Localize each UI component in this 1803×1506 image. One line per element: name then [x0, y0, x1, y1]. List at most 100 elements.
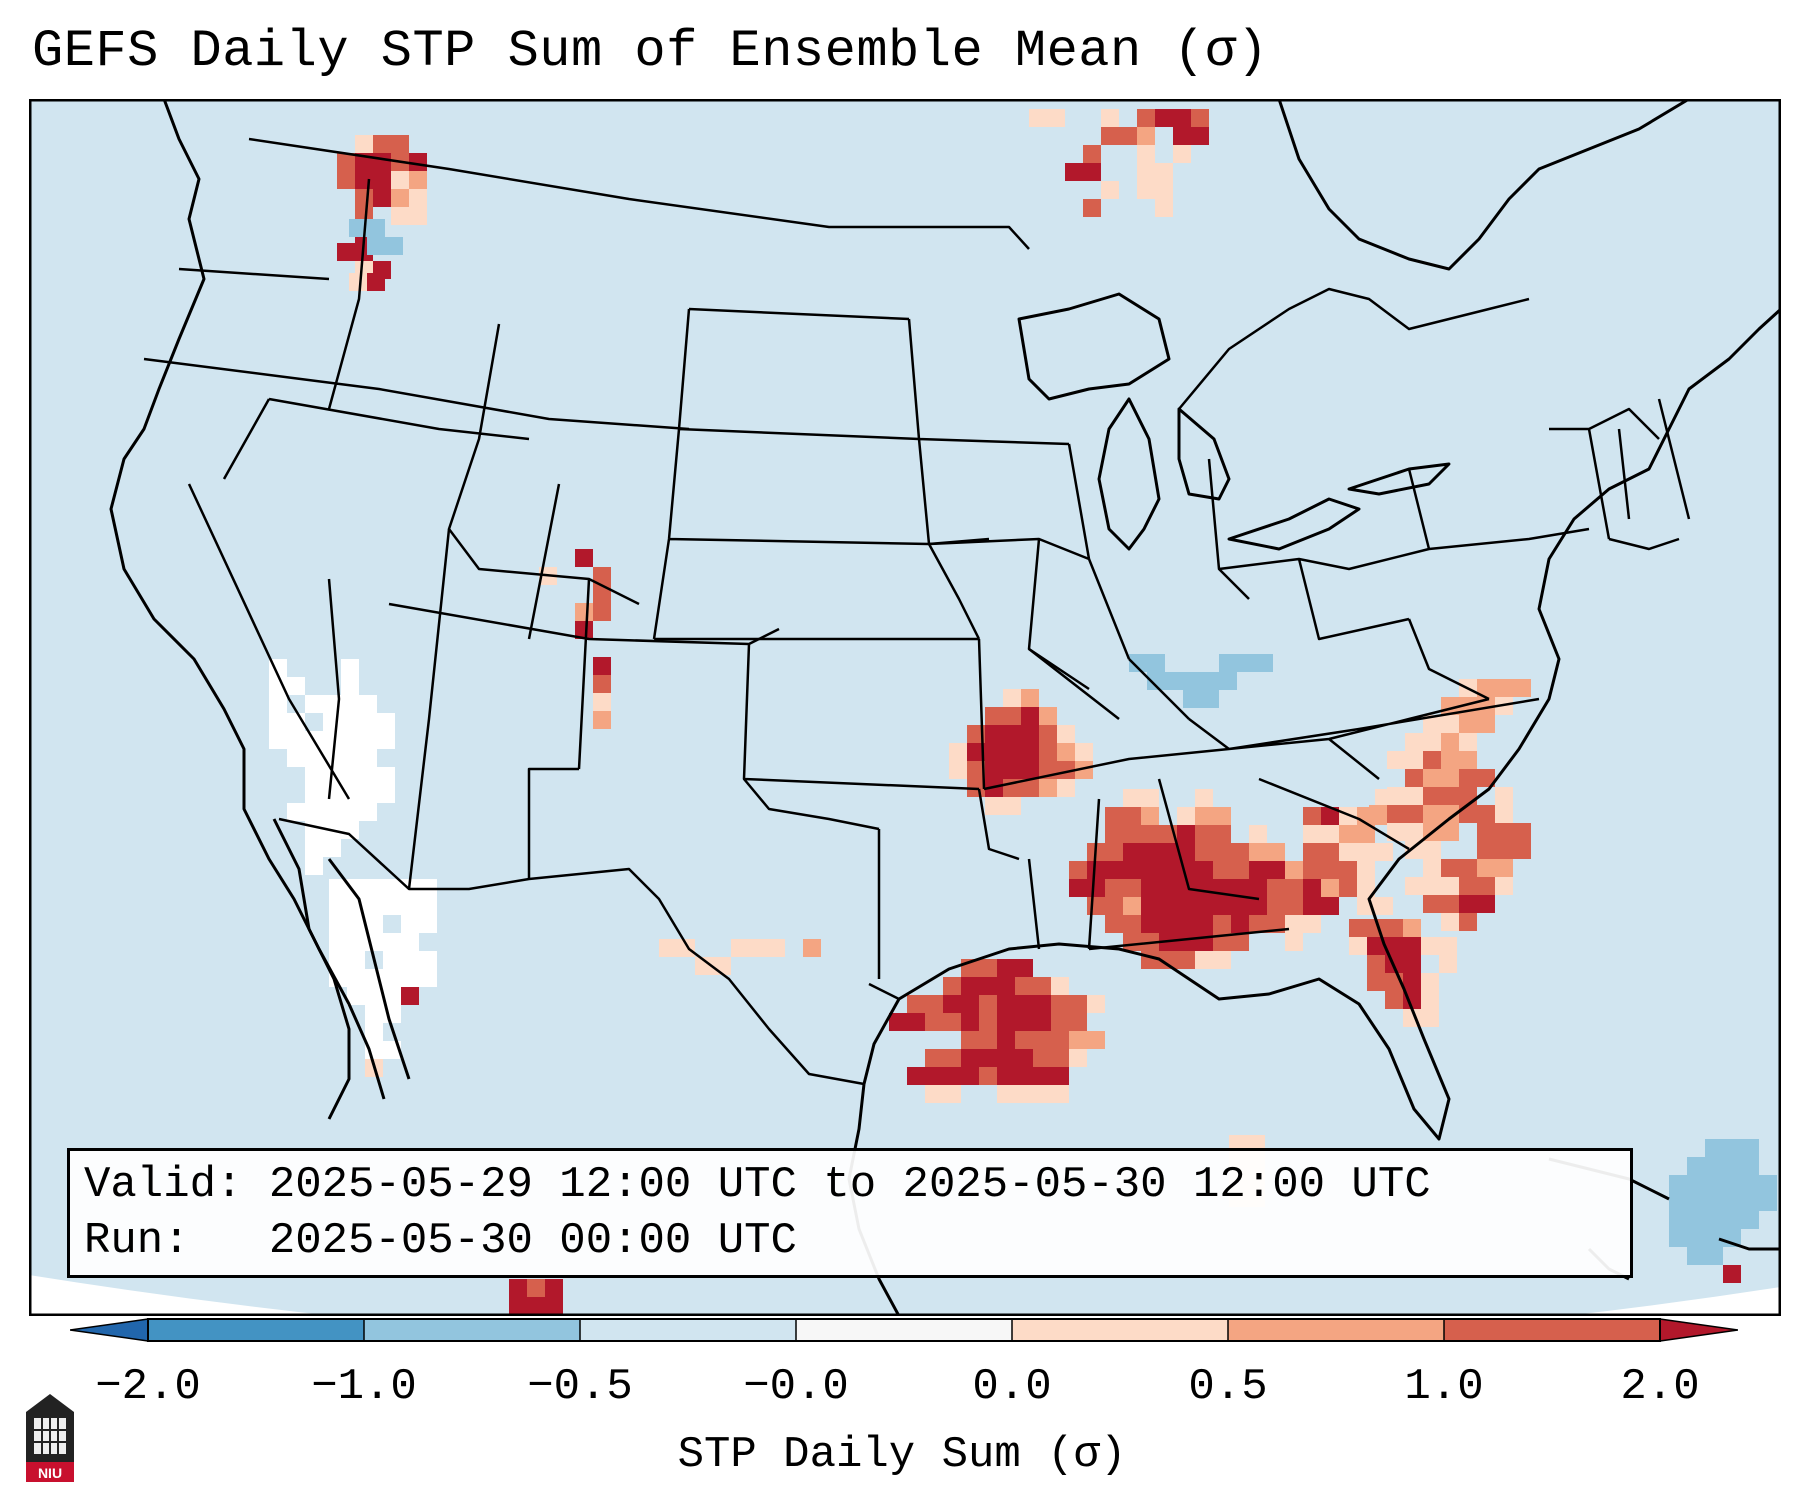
stp-cell: [1405, 733, 1423, 751]
stp-cell: [1195, 897, 1213, 915]
stp-cell: [1441, 769, 1459, 787]
stp-cell: [1249, 879, 1267, 897]
stp-cell: [1159, 951, 1177, 969]
stp-cell: [349, 219, 367, 237]
stp-cell: [1423, 751, 1441, 769]
stp-cell: [1369, 805, 1387, 823]
stp-cell: [943, 1085, 961, 1103]
stp-cell: [1441, 751, 1459, 769]
stp-cell: [997, 1031, 1015, 1049]
stp-cell: [1177, 807, 1195, 825]
stp-cell: [967, 743, 985, 761]
stp-cell: [1159, 915, 1177, 933]
stp-cell: [677, 939, 695, 957]
stp-cell: [1759, 1193, 1777, 1211]
stp-cell: [979, 995, 997, 1013]
texas: [527, 767, 900, 1001]
stp-cell: [1285, 915, 1303, 933]
stp-cell: [1051, 1031, 1069, 1049]
stp-cell: [1201, 690, 1219, 708]
stp-cell: [1385, 937, 1403, 955]
stp-cell: [985, 761, 1003, 779]
stp-cell: [1495, 877, 1513, 895]
stp-cell: [383, 897, 401, 915]
colorbar-label: STP Daily Sum (σ): [677, 1430, 1127, 1480]
stp-cell: [1123, 915, 1141, 933]
stp-cell: [749, 939, 767, 957]
stp-cell: [391, 135, 409, 153]
stp-cell: [1051, 977, 1069, 995]
stp-cell: [1155, 181, 1173, 199]
stp-cell: [1405, 823, 1423, 841]
stp-cell: [907, 1013, 925, 1031]
stp-cell: [943, 977, 961, 995]
stp-cell: [1213, 843, 1231, 861]
stp-cell: [1321, 843, 1339, 861]
stp-cell: [391, 189, 409, 207]
stp-cell: [1129, 654, 1147, 672]
stp-cell: [1441, 805, 1459, 823]
stp-cell: [1123, 879, 1141, 897]
stp-cell: [1087, 995, 1105, 1013]
stp-cell: [1033, 1085, 1051, 1103]
stp-cell: [593, 657, 611, 675]
stp-cell: [1357, 879, 1375, 897]
stp-cell: [1495, 805, 1513, 823]
stp-cell: [409, 207, 427, 225]
stp-cell: [1069, 1013, 1087, 1031]
stp-cell: [979, 1067, 997, 1085]
stp-cell: [1177, 897, 1195, 915]
stp-cell: [305, 803, 323, 821]
stp-cell: [1303, 861, 1321, 879]
stp-cell: [1003, 761, 1021, 779]
stp-cell: [1015, 1067, 1033, 1085]
stp-cell: [1249, 843, 1267, 861]
stp-cell: [803, 939, 821, 957]
stp-cell: [1123, 933, 1141, 951]
colorbar-tick-label: 2.0: [1620, 1362, 1700, 1412]
stp-cell: [1057, 725, 1075, 743]
stp-cell: [1705, 1139, 1723, 1157]
stp-cell: [1141, 825, 1159, 843]
stp-cell: [305, 785, 323, 803]
stp-cell: [359, 803, 377, 821]
stp-cell: [593, 567, 611, 585]
stp-cell: [1213, 933, 1231, 951]
stp-cell: [1321, 825, 1339, 843]
stp-cell: [1741, 1157, 1759, 1175]
stp-cell: [1183, 690, 1201, 708]
stp-cell: [593, 585, 611, 603]
stp-cell: [1405, 751, 1423, 769]
stp-cell: [1003, 725, 1021, 743]
stp-cell: [1201, 672, 1219, 690]
stp-cell: [1669, 1175, 1687, 1193]
stp-cell: [383, 933, 401, 951]
stp-cell: [1159, 879, 1177, 897]
stp-cell: [359, 731, 377, 749]
stp-cell: [1285, 897, 1303, 915]
stp-cell: [593, 711, 611, 729]
run-label: Run:: [84, 1216, 190, 1266]
stp-cell: [1219, 654, 1237, 672]
stp-cell: [1141, 879, 1159, 897]
stp-cell: [323, 839, 341, 857]
stp-cell: [1339, 825, 1357, 843]
stp-cell: [961, 1049, 979, 1067]
stp-cell: [949, 761, 967, 779]
stp-cell: [1459, 859, 1477, 877]
stp-cell: [1375, 843, 1393, 861]
stp-cell: [1039, 707, 1057, 725]
stp-cell: [377, 713, 395, 731]
stp-cell: [355, 189, 373, 207]
stp-cell: [329, 897, 347, 915]
stp-cell: [1357, 861, 1375, 879]
stp-cell: [1423, 841, 1441, 859]
stp-cell: [1303, 825, 1321, 843]
pacific-coast: [109, 99, 386, 1100]
stp-cell: [1387, 751, 1405, 769]
stp-cell: [1213, 897, 1231, 915]
stp-cell: [1459, 877, 1477, 895]
stp-cell: [377, 731, 395, 749]
stp-cell: [1723, 1265, 1741, 1283]
stp-cell: [355, 171, 373, 189]
